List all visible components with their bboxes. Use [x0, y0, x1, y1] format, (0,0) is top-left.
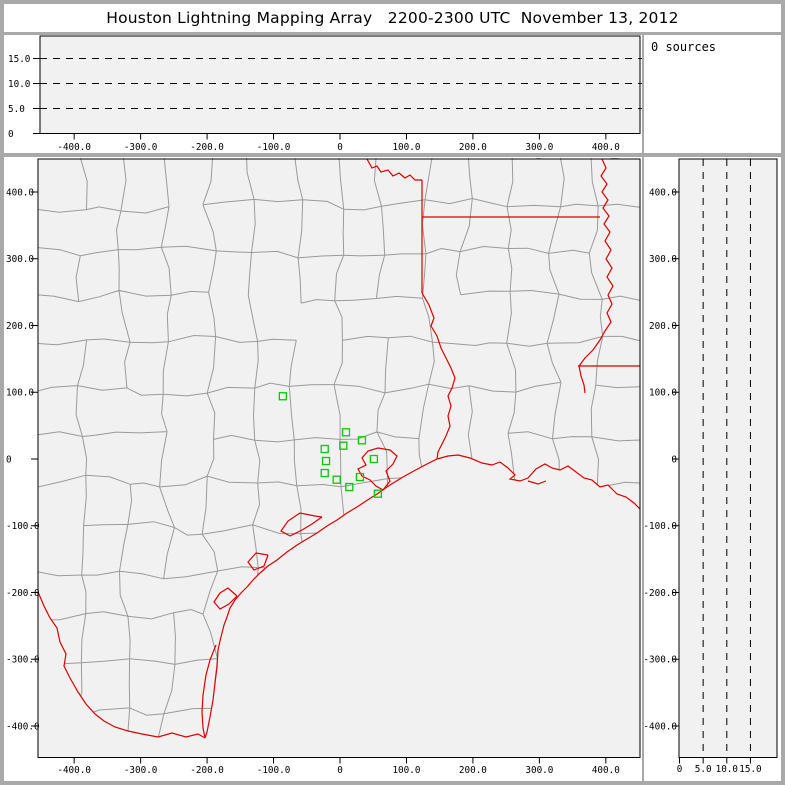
svg-text:5.0: 5.0 — [8, 104, 25, 115]
svg-text:-200.0: -200.0 — [190, 142, 224, 153]
lma-station-marker — [339, 441, 348, 450]
svg-text:-400.0: -400.0 — [57, 142, 91, 153]
ns-altitude-plot[interactable]: 400.0 300.0 200.0 100.0 0 -100.0 -200.0 -300.0 -… — [644, 157, 781, 781]
lma-station-marker — [320, 468, 329, 478]
sources-count-label: 0 sources — [651, 40, 717, 54]
plan-view-map-plot[interactable]: 400.0 300.0 200.0 100.0 0 -100.0 -200.0 -300.0 -… — [4, 157, 642, 781]
svg-text:-300.0: -300.0 — [644, 655, 677, 666]
plan-view-map-panel: 400.0 300.0 200.0 100.0 0 -100.0 -200.0 -300.0 -… — [4, 157, 642, 781]
svg-text:-200.0: -200.0 — [190, 765, 224, 776]
svg-text:-400.0: -400.0 — [57, 765, 91, 776]
altitude-dashed-gridlines — [702, 159, 751, 758]
lma-station-marker — [321, 456, 331, 466]
state-borders-layer — [366, 158, 640, 460]
svg-text:400.0: 400.0 — [592, 142, 620, 153]
svg-text:10.0: 10.0 — [716, 764, 738, 775]
svg-text:-300.0: -300.0 — [124, 765, 158, 776]
lma-station-marker — [373, 489, 383, 498]
svg-text:100.0: 100.0 — [392, 142, 420, 153]
svg-text:400.0: 400.0 — [649, 187, 677, 198]
svg-text:100.0: 100.0 — [649, 388, 677, 399]
svg-text:0: 0 — [6, 454, 12, 465]
svg-text:300.0: 300.0 — [525, 765, 553, 776]
axis-ticks — [31, 191, 607, 764]
svg-text:5.0: 5.0 — [695, 764, 712, 775]
svg-text:300.0: 300.0 — [649, 254, 677, 265]
lma-station-marker — [369, 454, 379, 464]
svg-text:-400.0: -400.0 — [6, 721, 40, 732]
svg-text:400.0: 400.0 — [6, 187, 34, 198]
svg-text:0: 0 — [337, 765, 343, 776]
axis-tick-labels: 400.0 300.0 200.0 100.0 0 -100.0 -200.0 -300.0 -… — [6, 187, 620, 776]
svg-text:100.0: 100.0 — [392, 765, 420, 776]
svg-text:0: 0 — [677, 764, 683, 775]
window-title: Houston Lightning Mapping Array 2200-230… — [106, 9, 679, 27]
lma-station-marker — [278, 392, 287, 401]
axis-ticks — [33, 58, 642, 140]
svg-text:-400.0: -400.0 — [644, 721, 677, 732]
svg-text:-200.0: -200.0 — [6, 588, 40, 599]
axis-ticks — [672, 191, 751, 764]
ns-altitude-panel: 400.0 300.0 200.0 100.0 0 -100.0 -200.0 -300.0 -… — [644, 157, 781, 781]
lma-station-markers — [278, 392, 383, 498]
sources-count-panel: 0 sources — [644, 35, 781, 153]
axis-tick-labels: 0 5.0 10.0 15.0 -400.0 -300.0 -200.0 -100.0 0 100… — [8, 54, 620, 153]
coastline-layer — [37, 447, 641, 739]
svg-text:200.0: 200.0 — [459, 765, 487, 776]
svg-text:-100.0: -100.0 — [644, 521, 677, 532]
svg-text:200.0: 200.0 — [459, 142, 487, 153]
lma-station-marker — [341, 428, 351, 437]
svg-text:15.0: 15.0 — [8, 54, 30, 65]
altitude-dashed-gridlines — [40, 58, 640, 109]
altitude-ew-panel: 0 5.0 10.0 15.0 -400.0 -300.0 -200.0 -100.0 0 100… — [4, 35, 642, 153]
title-bar: Houston Lightning Mapping Array 2200-230… — [4, 4, 781, 32]
svg-text:-300.0: -300.0 — [124, 142, 158, 153]
lma-station-marker — [357, 436, 367, 445]
lma-station-marker — [320, 444, 329, 454]
svg-text:0: 0 — [337, 142, 343, 153]
svg-text:-100.0: -100.0 — [257, 142, 291, 153]
svg-text:-200.0: -200.0 — [644, 588, 677, 599]
svg-text:15.0: 15.0 — [739, 764, 761, 775]
svg-text:-100.0: -100.0 — [257, 765, 291, 776]
svg-text:0: 0 — [8, 129, 14, 140]
svg-text:-300.0: -300.0 — [6, 655, 40, 666]
lma-station-marker — [332, 475, 341, 484]
svg-text:400.0: 400.0 — [592, 765, 620, 776]
svg-text:10.0: 10.0 — [8, 79, 30, 90]
svg-text:200.0: 200.0 — [649, 321, 677, 332]
lma-station-marker — [355, 472, 365, 482]
svg-text:-100.0: -100.0 — [6, 521, 40, 532]
axis-tick-labels: 400.0 300.0 200.0 100.0 0 -100.0 -200.0 -300.0 -… — [644, 187, 762, 775]
svg-text:0: 0 — [671, 454, 677, 465]
svg-text:100.0: 100.0 — [6, 388, 34, 399]
svg-text:300.0: 300.0 — [6, 254, 34, 265]
altitude-ew-plot[interactable]: 0 5.0 10.0 15.0 -400.0 -300.0 -200.0 -100.0 0 100… — [4, 35, 642, 153]
svg-text:200.0: 200.0 — [6, 321, 34, 332]
svg-text:300.0: 300.0 — [525, 142, 553, 153]
lma-station-marker — [345, 482, 354, 492]
